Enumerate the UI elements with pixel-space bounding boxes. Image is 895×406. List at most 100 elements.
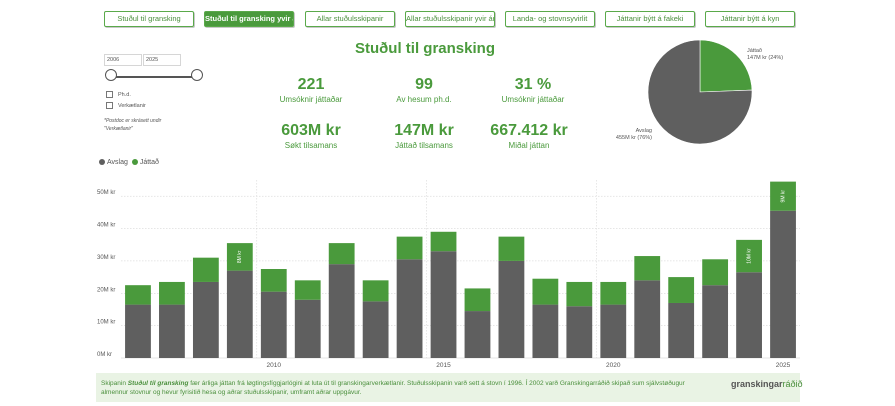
page-title: Stuðul til gransking xyxy=(354,40,495,57)
kpi-value: 667.412 kr xyxy=(490,122,568,139)
legend-dot-avslag xyxy=(99,159,105,166)
bar-jattad-2023[interactable] xyxy=(702,259,729,286)
bar-jattad-2009[interactable] xyxy=(226,243,253,271)
tab-landa-og-stovnsyvirlit[interactable]: Landa- og stovnsyvirlit xyxy=(505,11,595,27)
footer-bold: Stuðul til gransking xyxy=(127,380,189,387)
kpi-value: 31 % xyxy=(514,76,552,93)
bar-jattad-2025[interactable] xyxy=(770,181,796,211)
bar-jattad-2012[interactable] xyxy=(328,243,355,265)
kpi-value: 147M kr xyxy=(394,122,454,139)
tab-allar-studulsskipanir-yvir-ar[interactable]: Allar stuðulsskipanir yvir ár xyxy=(405,11,495,27)
y-tick-label: 30M kr xyxy=(97,255,115,261)
kpi-label: Miðal játtan xyxy=(508,141,550,150)
tab-studul-til-gransking[interactable]: Stuðul til gransking xyxy=(104,11,194,27)
legend-dot-jattad xyxy=(131,159,138,166)
footer-text: Skipanin Stuðul til gransking fær árliga… xyxy=(101,380,685,396)
bar-avslag-2018[interactable] xyxy=(532,304,559,358)
bar-avslag-2008[interactable] xyxy=(192,281,219,358)
tab-jattanir-kyn[interactable]: Játtanir býtt á kyn xyxy=(705,11,795,27)
bar-avslag-2022[interactable] xyxy=(668,302,695,358)
legend-label-jattad: Játtað xyxy=(139,159,159,166)
checkbox-phd[interactable]: Ph.d. xyxy=(106,91,186,100)
kpi-label: Umsóknir játtaðar xyxy=(501,95,565,104)
checkbox-verkaetlanir[interactable]: Verkætlanir xyxy=(106,102,186,111)
kpi-average-grant: 667.412 kr Miðal játtan xyxy=(474,122,584,151)
pie-slice-avslag xyxy=(647,39,753,145)
bar-avslag-2009[interactable] xyxy=(226,270,253,358)
kpi-label: Játtað tilsamans xyxy=(395,141,453,150)
nav-tabs: Stuðul til gransking Stuðul til granskin… xyxy=(0,11,895,27)
bar-jattad-2011[interactable] xyxy=(294,280,321,300)
kpi-granted-percent: 31 % Umsóknir játtaðar xyxy=(478,76,588,105)
bar-avslag-2021[interactable] xyxy=(634,280,661,358)
bar-avslag-2012[interactable] xyxy=(328,264,355,358)
bar-avslag-2019[interactable] xyxy=(566,306,593,358)
bar-jattad-2019[interactable] xyxy=(566,281,593,307)
legend-label-avslag: Avslag xyxy=(107,159,128,166)
bar-avslag-2017[interactable] xyxy=(498,260,525,358)
year-from-input[interactable]: 2006 xyxy=(104,54,142,66)
pie-slice-játtað xyxy=(699,39,753,93)
granskingarradid-logo: granskingarráðið xyxy=(731,379,803,389)
kpi-value: 99 xyxy=(415,76,433,93)
slider-handle-end[interactable] xyxy=(191,69,203,81)
kpi-applied-total: 603M kr Søkt tilsamans xyxy=(256,122,366,151)
year-range-slider[interactable] xyxy=(111,76,197,78)
y-tick-label: 40M kr xyxy=(97,223,115,229)
kpi-phd: 99 Av hesum ph.d. xyxy=(369,76,479,105)
bar-avslag-2015[interactable] xyxy=(430,251,457,358)
filter-note: *Postdoc er skrásett undir "Verkætlanir" xyxy=(104,118,162,132)
chart-legend: Avslag Játtað xyxy=(99,158,159,168)
bar-jattad-2020[interactable] xyxy=(600,281,627,305)
slider-handle-start[interactable] xyxy=(105,69,117,81)
bar-avslag-2024[interactable] xyxy=(736,272,762,358)
tab-allar-studulsskipanir[interactable]: Allar stuðulsskipanir xyxy=(305,11,395,27)
bar-jattad-2022[interactable] xyxy=(668,277,695,303)
bar-avslag-2007[interactable] xyxy=(159,304,185,358)
kpi-value: 221 xyxy=(297,76,325,93)
x-tick-label: 2025 xyxy=(776,362,791,369)
bar-avslag-2016[interactable] xyxy=(464,311,491,358)
bar-jattad-2013[interactable] xyxy=(362,280,389,302)
data-label-2009: 8M kr xyxy=(237,250,243,263)
bar-jattad-2018[interactable] xyxy=(532,278,559,305)
kpi-granted-total: 147M kr Játtað tilsamans xyxy=(369,122,479,151)
pie-label-jattad: Játtað 147M kr (24%) xyxy=(747,48,784,61)
year-to-input[interactable]: 2025 xyxy=(143,54,181,66)
stacked-bar-chart: 0M kr 10M kr 20M kr 30M kr 40M kr 50M kr 8M kr… xyxy=(97,180,800,369)
checkbox-label: Ph.d. xyxy=(118,92,131,98)
x-tick-label: 2015 xyxy=(436,362,451,369)
bar-avslag-2010[interactable] xyxy=(260,291,287,358)
checkbox-label: Verkætlanir xyxy=(118,103,146,109)
bar-avslag-2011[interactable] xyxy=(294,299,321,358)
kpi-label: Søkt tilsamans xyxy=(284,141,338,150)
y-tick-label: 50M kr xyxy=(97,190,115,196)
kpi-label: Av hesum ph.d. xyxy=(396,95,452,104)
bar-avslag-2014[interactable] xyxy=(396,259,423,358)
bar-jattad-2015[interactable] xyxy=(430,231,457,252)
bar-jattad-2016[interactable] xyxy=(464,288,491,312)
tab-studul-yvir-ar[interactable]: Stuðul til gransking yvir ár xyxy=(204,11,294,27)
bar-jattad-2021[interactable] xyxy=(634,256,661,281)
checkbox-icon xyxy=(106,91,113,99)
tab-jattanir-fakeki[interactable]: Játtanir býtt á fakeki xyxy=(605,11,695,27)
bar-jattad-2008[interactable] xyxy=(192,257,219,282)
bar-avslag-2023[interactable] xyxy=(702,285,729,358)
bar-avslag-2020[interactable] xyxy=(600,304,627,358)
bar-jattad-2010[interactable] xyxy=(260,269,287,292)
bar-jattad-2006[interactable] xyxy=(125,285,151,305)
bar-jattad-2014[interactable] xyxy=(396,236,423,260)
bar-avslag-2025[interactable] xyxy=(770,210,796,358)
bar-jattad-2017[interactable] xyxy=(498,236,525,261)
bar-avslag-2013[interactable] xyxy=(362,301,389,358)
bar-jattad-2024[interactable] xyxy=(736,239,762,273)
y-tick-label: 0M kr xyxy=(97,352,112,358)
data-label-2024: 10M kr xyxy=(746,248,752,264)
kpi-applications-granted: 221 Umsóknir játtaðar xyxy=(256,76,366,105)
bar-avslag-2006[interactable] xyxy=(125,304,151,358)
checkbox-icon xyxy=(106,102,113,110)
kpi-label: Umsóknir játtaðar xyxy=(279,95,343,104)
bar-jattad-2007[interactable] xyxy=(159,281,185,305)
pie-label-avslag: Avslag 455M kr (76%) xyxy=(615,128,652,141)
data-label-2025: 9M kr xyxy=(780,190,786,203)
